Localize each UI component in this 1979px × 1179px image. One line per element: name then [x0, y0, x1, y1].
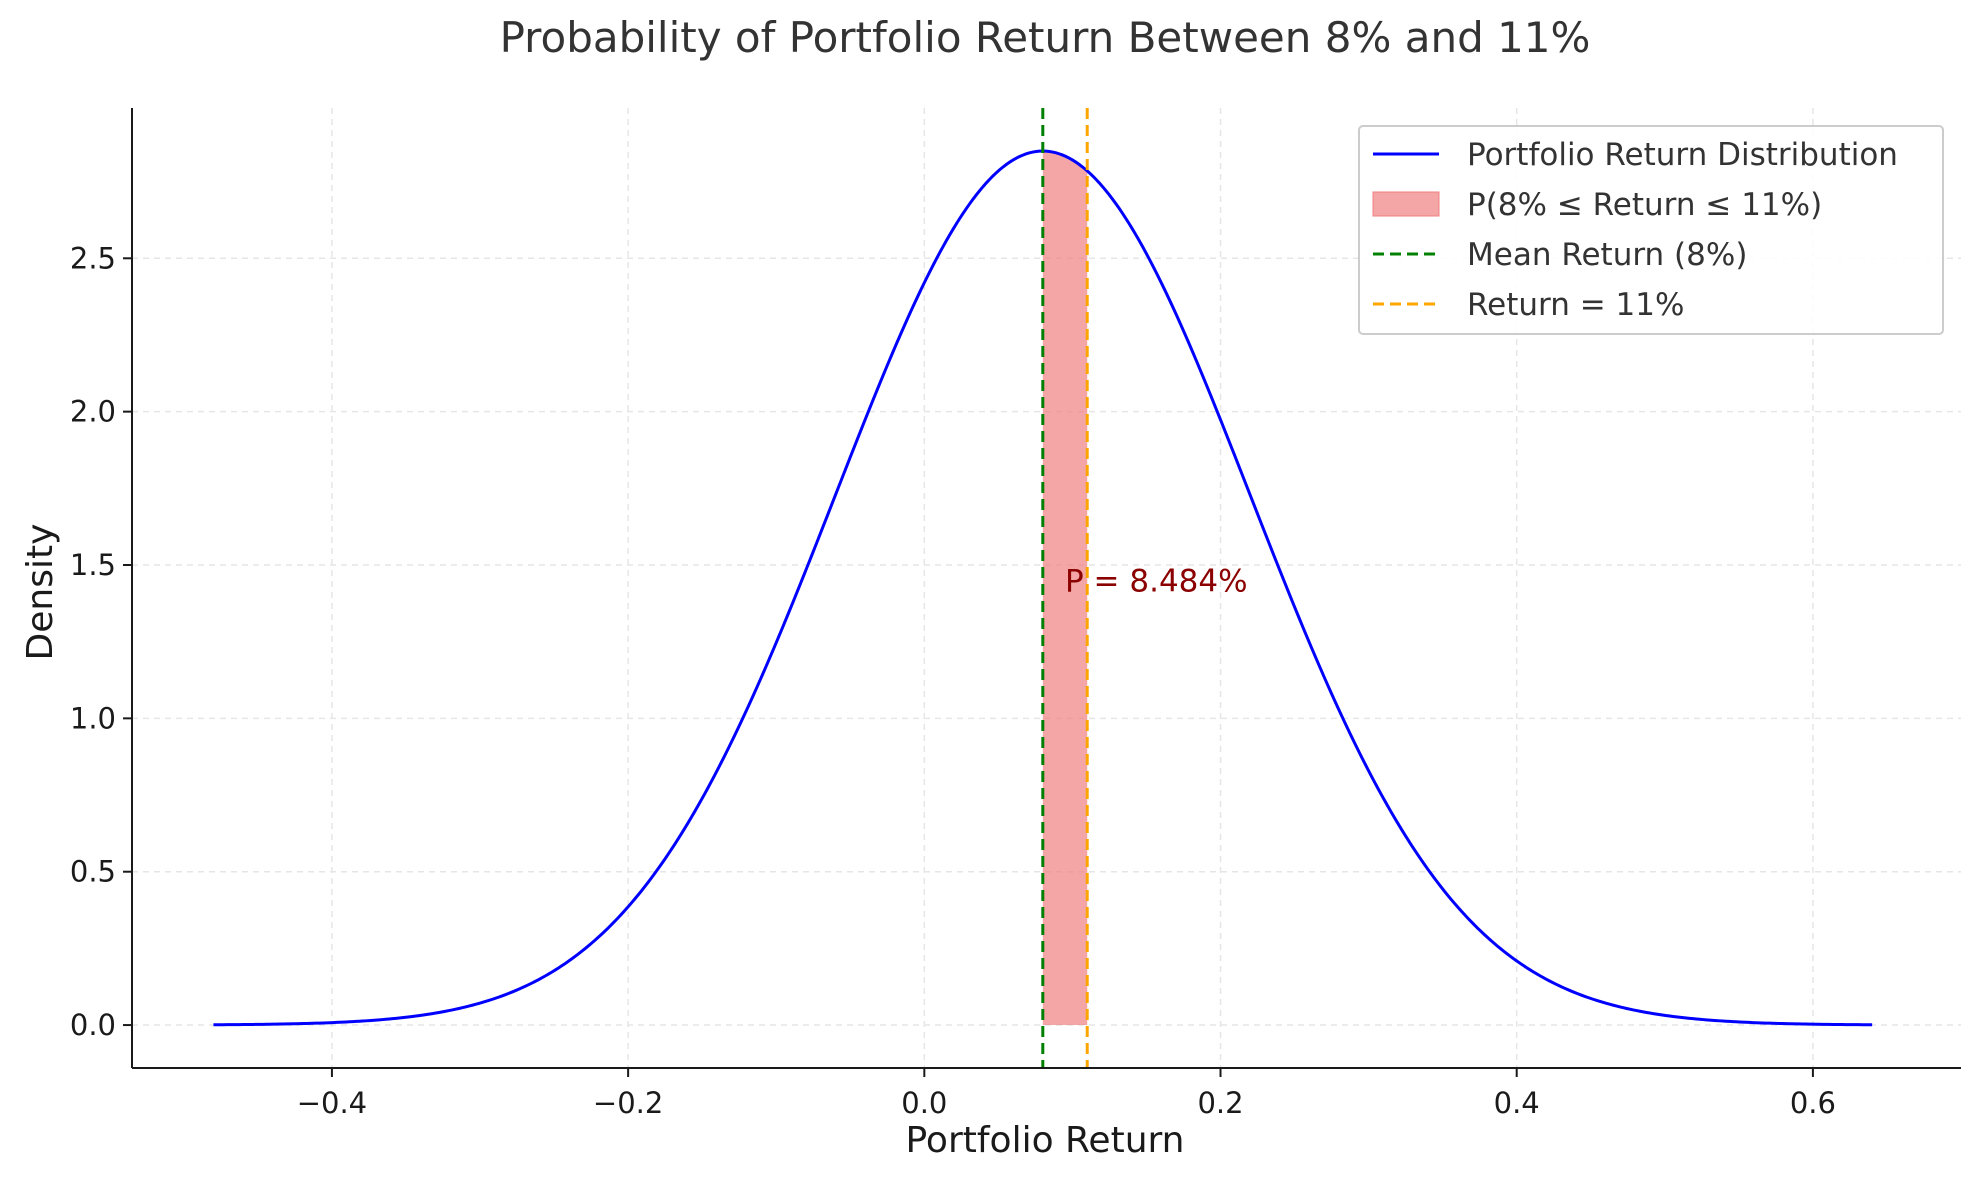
y-tick-label: 0.5: [70, 855, 116, 889]
x-axis-ticks: −0.4 −0.2 0.0 0.2 0.4 0.6: [297, 1068, 1836, 1120]
axes-layer: [131, 108, 1961, 1069]
legend-entry: Return = 11%: [1373, 287, 1684, 323]
legend-entry: Mean Return (8%): [1373, 237, 1747, 273]
legend-label: Portfolio Return Distribution: [1467, 137, 1898, 173]
legend-entry: Portfolio Return Distribution: [1373, 137, 1898, 173]
x-tick-label: −0.4: [297, 1086, 367, 1120]
x-tick-label: 0.4: [1494, 1086, 1540, 1120]
y-tick-label: 2.5: [70, 241, 116, 275]
legend-entries: Portfolio Return Distribution P(8% ≤ Retu…: [1372, 137, 1898, 323]
x-tick-label: 0.2: [1197, 1086, 1243, 1120]
y-tick-label: 1.5: [70, 548, 116, 582]
x-axis-label: Portfolio Return: [906, 1120, 1185, 1161]
legend-entry: P(8% ≤ Return ≤ 11%): [1372, 187, 1822, 223]
legend-box: [1358, 125, 1944, 335]
x-tick-label: −0.2: [593, 1086, 663, 1120]
x-tick-label: 0.0: [901, 1086, 947, 1120]
y-tick-label: 0.0: [70, 1008, 116, 1042]
y-axis-label: Density: [20, 524, 61, 661]
y-tick-label: 2.0: [70, 395, 116, 429]
x-tick-label: 0.6: [1790, 1086, 1836, 1120]
legend-label: P(8% ≤ Return ≤ 11%): [1467, 187, 1822, 223]
legend-swatch: [1372, 191, 1440, 217]
y-tick-label: 1.0: [70, 701, 116, 735]
legend: Portfolio Return Distribution P(8% ≤ Retu…: [1358, 125, 1944, 335]
probability-annotation: P = 8.484%: [1065, 563, 1248, 599]
probability-shaded-region: [1042, 151, 1088, 1026]
y-axis-ticks: 0.0 0.5 1.0 1.5 2.0 2.5: [70, 241, 132, 1042]
vline-layer: [1041, 108, 1089, 1068]
shade-layer: [1042, 151, 1088, 1026]
legend-label: Mean Return (8%): [1467, 237, 1747, 273]
chart-title: Probability of Portfolio Return Between …: [500, 13, 1591, 62]
legend-label: Return = 11%: [1467, 287, 1684, 323]
